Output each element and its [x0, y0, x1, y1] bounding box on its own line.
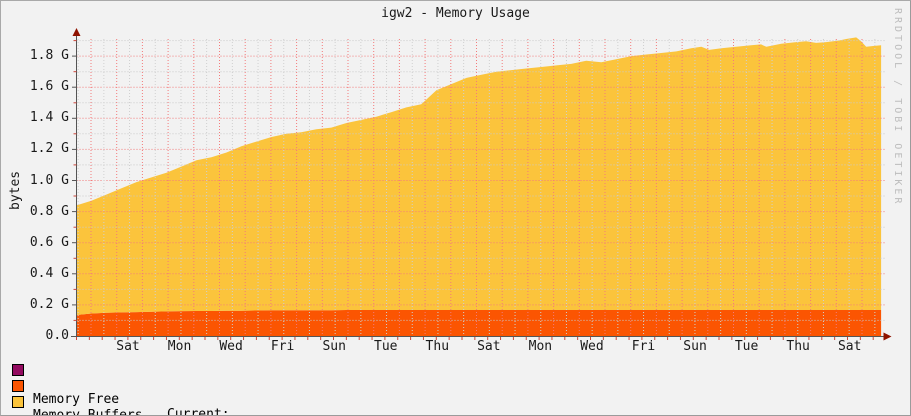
- x-tick-label: Tue: [734, 339, 759, 354]
- y-tick-label: 0.2 G: [29, 296, 69, 312]
- x-tick-label: Sun: [683, 339, 707, 354]
- y-tick-label: 0.6 G: [29, 234, 69, 250]
- legend-swatch-cache-memory: [12, 396, 24, 408]
- x-tick-label: Wed: [580, 339, 604, 354]
- x-tick-label: Fri: [270, 339, 295, 354]
- legend-row-cache-memory: Cache Memory Current: 1.68 G Average: 1.…: [1, 394, 910, 410]
- rrdtool-watermark: RRDTOOL / TOBI OETIKER: [892, 8, 903, 207]
- y-tick-label: 1.8 G: [29, 48, 69, 64]
- x-tick-label: Mon: [528, 339, 553, 354]
- y-tick-label: 1.6 G: [29, 79, 69, 95]
- legend-swatch-memory-buffers: [12, 380, 24, 392]
- x-tick-label: Thu: [425, 339, 450, 354]
- legend-key-current: Current:: [167, 407, 230, 416]
- y-tick-label: 1.0 G: [29, 172, 69, 188]
- y-tick-label: 0.0: [45, 328, 69, 343]
- x-tick-label: Wed: [219, 339, 243, 354]
- y-tick-label: 0.4 G: [29, 265, 69, 281]
- x-tick-label: Thu: [786, 339, 810, 354]
- x-tick-label: Sat: [477, 339, 501, 354]
- legend-swatch-memory-free: [12, 364, 24, 376]
- legend-series-name: Memory Free: [33, 392, 120, 407]
- x-tick-label: Tue: [374, 339, 398, 354]
- legend-row-memory-free: Memory Free Current: -nan Average: -nan …: [1, 362, 910, 415]
- y-tick-label: 1.2 G: [29, 141, 69, 157]
- chart-title: igw2 - Memory Usage: [381, 6, 530, 21]
- x-tick-label: Sun: [322, 339, 346, 354]
- legend-row-memory-buffers: Memory Buffers Current: 171.22 M Average…: [1, 378, 910, 415]
- x-tick-label: Mon: [167, 339, 192, 354]
- x-tick-label: Sat: [837, 339, 862, 354]
- y-tick-label: 1.4 G: [29, 110, 69, 126]
- y-tick-label: 0.8 G: [29, 203, 69, 219]
- x-tick-label: Sat: [116, 339, 140, 354]
- legend-series-name: Memory Buffers: [33, 408, 143, 416]
- x-tick-label: Fri: [631, 339, 656, 354]
